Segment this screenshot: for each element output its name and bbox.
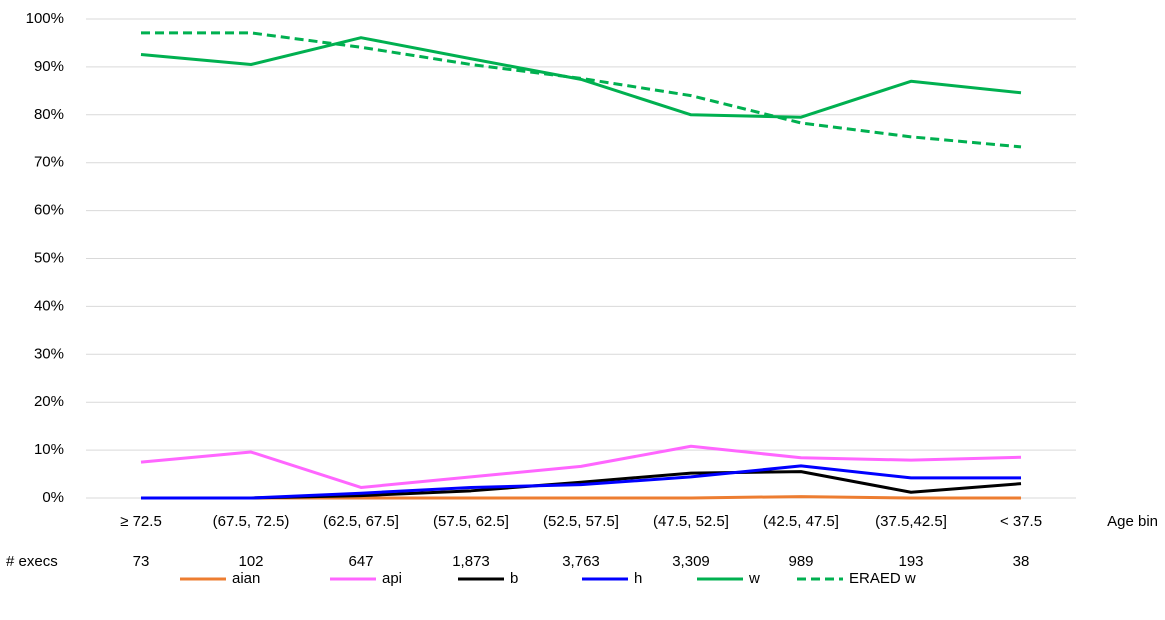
y-tick-label: 50% [34, 249, 64, 266]
x-tick-label: (52.5, 57.5] [543, 513, 619, 530]
y-tick-label: 80% [34, 106, 64, 123]
y-tick-label: 60% [34, 202, 64, 219]
row-value: 1,873 [452, 553, 490, 570]
series-line [141, 464, 1021, 500]
row-value: 3,309 [672, 553, 710, 570]
row-value: 3,763 [562, 553, 600, 570]
row-value: 73 [133, 553, 150, 570]
x-tick-label: (42.5, 47.5] [763, 513, 839, 530]
x-tick-label: (37.5,42.5] [875, 513, 947, 530]
x-tick-label: ≥ 72.5 [120, 513, 162, 530]
row-value: 647 [348, 553, 373, 570]
y-tick-label: 30% [34, 345, 64, 362]
y-tick-label: 10% [34, 441, 64, 458]
series-line [141, 31, 1022, 149]
x-axis-label: Age bin [1107, 513, 1158, 530]
legend-label: b [510, 570, 518, 587]
y-tick-label: 90% [34, 58, 64, 75]
y-tick-label: 100% [26, 10, 64, 27]
x-tick-label: (47.5, 52.5] [653, 513, 729, 530]
x-tick-label: (57.5, 62.5] [433, 513, 509, 530]
x-tick-label: < 37.5 [1000, 513, 1042, 530]
y-tick-label: 40% [34, 297, 64, 314]
row-value: 38 [1013, 553, 1030, 570]
x-tick-label: (67.5, 72.5) [213, 513, 290, 530]
y-tick-label: 0% [42, 489, 64, 506]
row-label: # execs [6, 553, 58, 570]
y-tick-label: 70% [34, 154, 64, 171]
legend-label: w [748, 570, 760, 587]
series-line [140, 36, 1022, 119]
y-tick-label: 20% [34, 393, 64, 410]
legend-label: h [634, 570, 642, 587]
series-line [140, 444, 1022, 489]
row-value: 102 [238, 553, 263, 570]
legend-label: ERAED w [849, 570, 916, 587]
row-value: 193 [898, 553, 923, 570]
legend-label: api [382, 570, 402, 587]
x-tick-label: (62.5, 67.5] [323, 513, 399, 530]
row-value: 989 [788, 553, 813, 570]
legend-label: aian [232, 570, 260, 587]
